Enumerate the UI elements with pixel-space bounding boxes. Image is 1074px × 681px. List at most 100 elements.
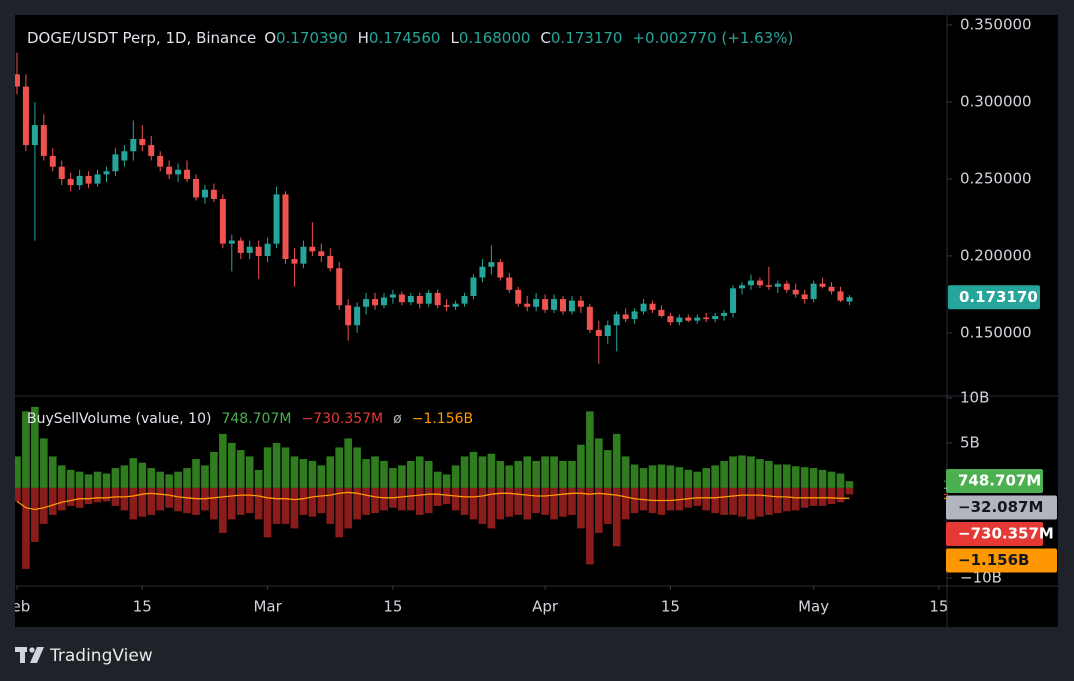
volume-bar	[827, 487, 836, 505]
volume-bar	[586, 411, 594, 488]
candle-body	[15, 74, 20, 87]
volume-bar	[272, 442, 281, 488]
candle-body	[67, 178, 74, 186]
ohlc-key: L	[450, 29, 459, 47]
volume-bar	[738, 487, 746, 517]
symbol: DOGE/USDT Perp, 1D, Binance	[27, 29, 256, 47]
candle-body	[542, 299, 549, 310]
volume-bar	[22, 411, 30, 488]
volume-bar	[514, 487, 523, 515]
volume-bar	[147, 487, 156, 515]
candle-body	[380, 297, 387, 306]
candle-body	[434, 292, 441, 306]
volume-bar	[451, 465, 460, 488]
x-tick-label: 15	[661, 598, 680, 616]
volume-bar	[774, 464, 782, 488]
volume-bar	[433, 487, 442, 506]
volume-bar	[845, 481, 854, 488]
volume-bar	[478, 456, 487, 488]
volume-bar	[380, 460, 388, 488]
candle-body	[175, 169, 182, 175]
candle-body	[497, 262, 504, 278]
volume-bar	[15, 456, 21, 488]
value-tag-label: −32.087M	[958, 498, 1043, 516]
volume-bar	[299, 459, 308, 488]
volume-bar	[111, 468, 120, 488]
volume-bar	[192, 459, 200, 488]
volume-bar	[603, 487, 612, 524]
volume-bar	[550, 487, 558, 520]
volume-bar	[702, 487, 711, 511]
volume-bar	[791, 466, 800, 488]
candle-body	[470, 277, 477, 296]
ma-line	[16, 491, 850, 511]
volume-bar	[451, 487, 460, 511]
candle-body	[515, 289, 522, 304]
volume-bar	[782, 464, 791, 488]
chart-area	[15, 15, 1058, 627]
volume-bar	[57, 487, 66, 511]
volume-bar	[532, 460, 540, 488]
y-tick-label: 0.300000	[960, 92, 1032, 110]
candle-body	[604, 325, 611, 337]
volume-bar	[639, 468, 648, 488]
volume-bar	[621, 487, 630, 520]
volume-bar	[263, 487, 272, 538]
candle-body	[810, 283, 817, 300]
volume-bar	[210, 487, 218, 520]
x-tick-label: Apr	[532, 598, 559, 616]
candle-body	[783, 283, 790, 290]
volume-bar	[93, 471, 102, 488]
volume-bar	[442, 474, 451, 488]
volume-bar	[317, 465, 326, 488]
volume-bar	[711, 465, 719, 488]
volume-bar	[66, 487, 75, 506]
volume-bar	[219, 433, 227, 488]
volume-bar	[657, 464, 666, 488]
legend-value: ø	[393, 411, 402, 427]
volume-bar	[541, 487, 549, 515]
candle-body	[389, 294, 396, 298]
candle-body	[148, 145, 155, 156]
candle-body	[228, 240, 235, 244]
candle-body	[685, 317, 692, 321]
value-tag-label: −1.156B	[958, 551, 1029, 569]
volume-bar	[550, 456, 558, 488]
volume-bar	[102, 487, 111, 502]
candle-body	[595, 329, 602, 337]
volume-bar	[245, 456, 254, 488]
volume-bar	[129, 487, 138, 520]
x-tick-label: May	[798, 598, 829, 616]
volume-bar	[147, 468, 156, 488]
candle-body	[739, 285, 746, 289]
y-tick-label: 0.200000	[960, 246, 1032, 264]
y-tick-label: 0.150000	[960, 323, 1032, 341]
ohlc-value: 0.170390	[276, 29, 348, 47]
candle-body	[443, 305, 450, 307]
candle-body	[354, 306, 361, 326]
candle-body	[255, 246, 262, 256]
candle-body	[640, 303, 647, 312]
volume-bar	[174, 487, 182, 512]
legend-value: −730.357M	[301, 411, 383, 427]
candle-body	[345, 305, 352, 326]
y-tick-label: 10B	[960, 388, 989, 406]
candle-body	[130, 138, 137, 152]
volume-bar	[487, 453, 496, 488]
volume-bar	[845, 487, 854, 495]
volume-bar	[478, 487, 487, 524]
last-price-tag	[948, 285, 1040, 310]
volume-bar	[460, 456, 469, 488]
candle-body	[747, 280, 754, 286]
volume-bar	[693, 471, 702, 488]
volume-bar	[362, 459, 370, 488]
x-tick-label: Feb	[4, 598, 31, 616]
volume-bar	[765, 460, 773, 488]
volume-bar	[720, 487, 728, 515]
brand: TradingView	[49, 646, 153, 666]
volume-bar	[756, 459, 764, 488]
volume-bar	[747, 487, 755, 520]
volume-bar	[326, 456, 335, 488]
volume-bar	[523, 487, 531, 520]
